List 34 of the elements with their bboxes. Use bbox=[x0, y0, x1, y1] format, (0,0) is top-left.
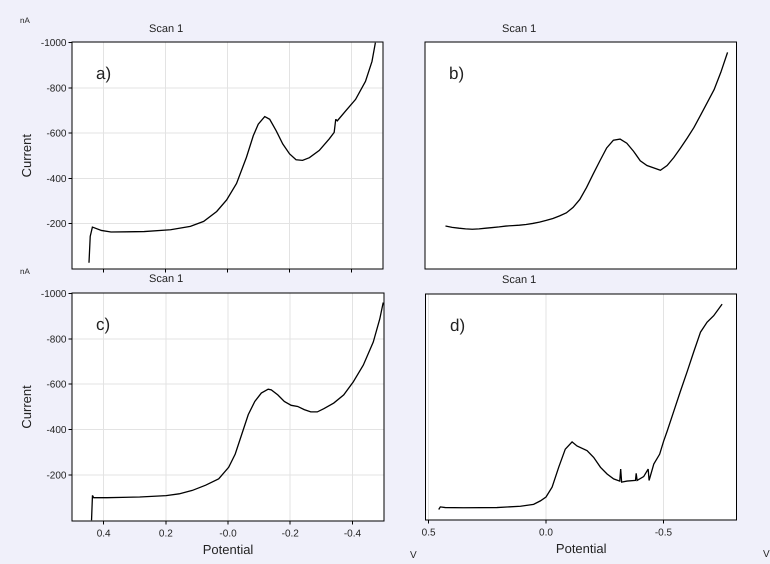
text: V bbox=[763, 549, 770, 560]
y-tick-label: -1000 bbox=[40, 288, 67, 300]
x-tick-label: 0.0 bbox=[539, 528, 554, 538]
chart-title: Scan 1 bbox=[502, 274, 536, 286]
annotation: b) bbox=[449, 64, 464, 83]
text: V bbox=[410, 550, 417, 561]
x-tick-label: 0.2 bbox=[158, 528, 174, 540]
text: nA bbox=[20, 267, 30, 276]
x-tick-label: -0.4 bbox=[344, 528, 362, 540]
y-tick-label: -200 bbox=[46, 218, 67, 230]
x-tick-label: 0.4 bbox=[96, 528, 112, 540]
x-axis-title: Potential bbox=[556, 541, 607, 556]
x-tick-label: 0.5 bbox=[422, 528, 436, 538]
y-tick-label: -200 bbox=[46, 470, 67, 482]
x-tick-label: -0.2 bbox=[282, 528, 300, 540]
y-tick-label: -800 bbox=[46, 334, 67, 346]
chart-title: Scan 1 bbox=[149, 273, 184, 285]
x-tick-label: -0.5 bbox=[654, 528, 672, 538]
y-tick-label: -600 bbox=[46, 380, 67, 391]
chart-title: Scan 1 bbox=[149, 23, 184, 35]
y-axis-title: Current bbox=[18, 384, 34, 429]
text: nA bbox=[20, 16, 30, 25]
y-tick-label: -400 bbox=[46, 425, 67, 436]
y-tick-label: -800 bbox=[46, 83, 67, 94]
x-tick-label: -0.0 bbox=[219, 528, 238, 540]
y-tick-label: -600 bbox=[46, 128, 67, 140]
x-axis-title: Potential bbox=[202, 542, 254, 558]
chart-title: Scan 1 bbox=[502, 23, 536, 35]
annotation: a) bbox=[96, 64, 112, 83]
y-axis-title: Current bbox=[18, 134, 34, 178]
annotation: d) bbox=[450, 316, 466, 335]
y-tick-label: -400 bbox=[46, 174, 67, 185]
annotation: c) bbox=[96, 315, 110, 334]
y-tick-label: -1000 bbox=[40, 38, 67, 50]
